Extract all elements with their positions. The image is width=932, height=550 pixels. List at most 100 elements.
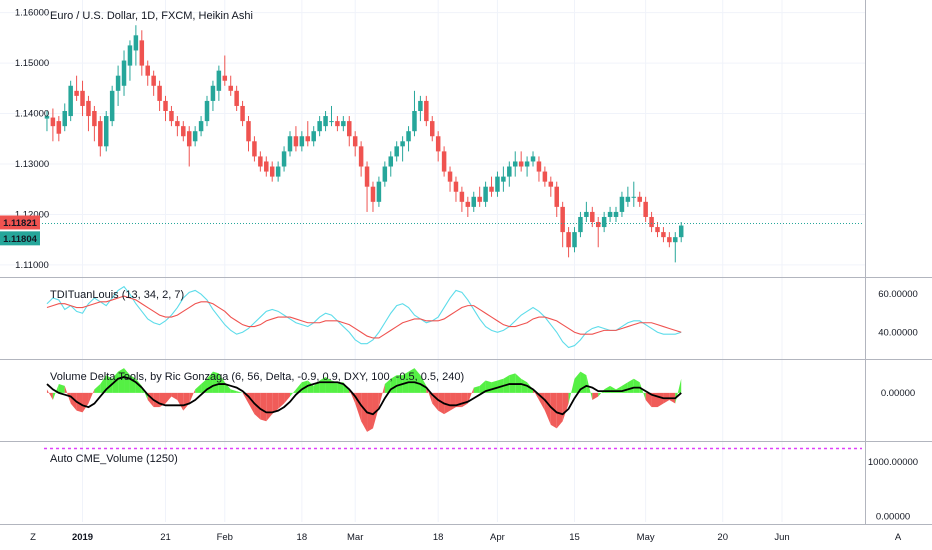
candle: [643, 196, 648, 223]
candle: [536, 156, 542, 182]
candle: [335, 116, 340, 132]
candle: [524, 156, 530, 177]
tdi-lines: [46, 285, 682, 349]
volume-delta-segment: [586, 375, 593, 400]
candle: [489, 176, 494, 197]
candle: [501, 166, 506, 192]
volume-delta-segment: [491, 380, 498, 393]
time-axis-label: Jun: [774, 532, 789, 543]
candle: [92, 105, 97, 142]
volume-delta-segment: [479, 380, 486, 393]
candle: [619, 191, 625, 217]
candle: [157, 80, 162, 112]
volume-delta-segment: [195, 384, 202, 393]
candle-body: [133, 35, 139, 51]
candle: [530, 151, 536, 167]
candle-body: [542, 171, 548, 182]
log-scale-z-button[interactable]: Z: [30, 532, 36, 543]
candle: [471, 191, 476, 212]
candle-body: [376, 181, 382, 202]
candle-body: [560, 206, 565, 233]
candle-body: [613, 211, 619, 217]
volume-delta-segment: [94, 384, 101, 393]
volume-delta-segment: [58, 384, 65, 393]
candle-body: [92, 111, 97, 127]
time-axis-label: 15: [569, 532, 580, 543]
candle: [62, 103, 67, 132]
candle-body: [406, 131, 411, 142]
candle-body: [335, 121, 340, 127]
time-axis-label: Mar: [347, 532, 363, 543]
candle: [56, 116, 62, 142]
volume-delta-segment: [675, 378, 682, 404]
candle: [625, 186, 631, 207]
candle: [50, 108, 56, 142]
candle-body: [578, 216, 583, 233]
volume-delta-segment: [284, 392, 290, 404]
main-y-tick-label: 1.11000: [15, 260, 49, 271]
volume-delta-segment: [657, 392, 664, 408]
candle: [661, 227, 666, 243]
candle: [649, 211, 654, 233]
volume-delta-segment: [467, 387, 474, 404]
candle-body: [607, 211, 613, 217]
candle: [418, 95, 423, 122]
volume-delta-segment: [183, 392, 190, 411]
tdi-y-tick-label: 40.00000: [878, 327, 918, 338]
candle-body: [352, 136, 358, 147]
candle: [269, 161, 275, 182]
candle: [151, 70, 156, 96]
volume-delta-segment: [331, 380, 338, 393]
candle: [323, 111, 328, 132]
time-axis-labels[interactable]: 2019 21 Feb 18 Mar 18 Apr 15 May 20 Jun: [72, 532, 790, 543]
candle: [412, 90, 417, 137]
candle-body: [572, 232, 577, 248]
tdi-series-line: [46, 295, 682, 339]
candle-body: [370, 186, 376, 202]
candle: [560, 201, 565, 248]
candle-body: [524, 161, 530, 167]
candle: [430, 116, 435, 142]
volume-delta-segment: [272, 392, 279, 415]
candle-body: [281, 151, 287, 167]
candlestick-series[interactable]: [0, 25, 862, 263]
price-label-badge: 1.11821: [0, 215, 40, 230]
time-axis-label: 20: [717, 532, 728, 543]
price-label-badge: 1.11804: [0, 231, 40, 246]
candle: [299, 131, 305, 152]
candle-body: [590, 211, 595, 223]
candle-body: [459, 191, 465, 202]
price-label-box: [0, 231, 40, 246]
price-label-text: 1.11804: [3, 234, 38, 245]
volume-delta-segment: [639, 382, 646, 400]
price-axis-labels[interactable]: 1.16000 1.15000 1.14000 1.13000 1.12000 1.110…: [0, 8, 918, 523]
candle-body: [394, 146, 399, 157]
volume-delta-segment: [378, 384, 385, 408]
volume-delta-segment: [100, 375, 107, 393]
candle-body: [204, 100, 210, 122]
volume-delta-segment: [319, 376, 326, 393]
volume-delta-segment: [592, 392, 599, 400]
candle-body: [601, 216, 607, 228]
volume-delta-segment: [165, 392, 172, 404]
candle-body: [412, 111, 417, 132]
volume-delta-segment: [88, 389, 95, 404]
candle-body: [507, 166, 512, 177]
candle-body: [483, 186, 488, 202]
candle: [210, 80, 216, 112]
candle: [394, 141, 399, 162]
candle: [376, 176, 382, 207]
candle: [127, 40, 133, 81]
volume-delta-segment: [64, 385, 71, 404]
cme-volume-indicator-title: Auto CME_Volume (1250): [50, 453, 178, 465]
candle: [287, 131, 293, 157]
candle-body: [530, 156, 536, 162]
auto-scale-a-button[interactable]: A: [895, 532, 902, 543]
candle: [447, 166, 453, 192]
candle-body: [643, 201, 648, 217]
volume-delta-segment: [562, 392, 569, 422]
candle: [477, 186, 482, 207]
candle-body: [364, 166, 370, 187]
candle: [98, 116, 103, 157]
